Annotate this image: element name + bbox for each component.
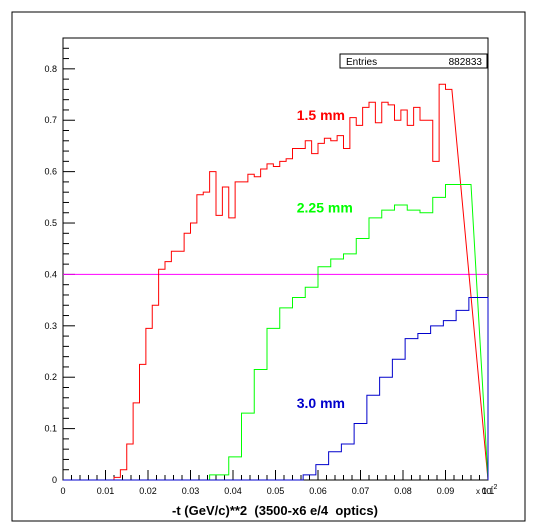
y-tick-label: 0.5 (44, 218, 57, 228)
x-tick-label: 0.06 (309, 486, 327, 496)
x-tick-label: 0.05 (267, 486, 285, 496)
text-layer: Entries 882833 -t (GeV/c)**2 (3500-x6 e/… (172, 53, 497, 518)
y-tick-label: 0.8 (44, 64, 57, 74)
y-tick-label: 0.7 (44, 115, 57, 125)
x-tick-label: 0 (60, 486, 65, 496)
y-tick-label: 0 (52, 475, 57, 485)
stats-entries-value: 882833 (449, 57, 483, 68)
series-label-1: 1.5 mm (297, 107, 345, 123)
canvas-border (11, 11, 526, 522)
x-axis-multiplier: x 10-2 (476, 484, 497, 496)
x-tick-label: 0.02 (139, 486, 157, 496)
series-label-3: 3.0 mm (297, 395, 345, 411)
x-axis-multiplier-exp: -2 (491, 484, 497, 491)
plot-frame (62, 37, 489, 481)
y-tick-label: 0.1 (44, 424, 57, 434)
x-tick-label: 0.04 (224, 486, 242, 496)
plot-area (62, 37, 489, 481)
series-layer (63, 83, 489, 481)
x-axis-label: -t (GeV/c)**2 (3500-x6 e/4 optics) (172, 503, 378, 518)
y-tick-label: 0.4 (44, 269, 57, 279)
y-tick-label: 0.3 (44, 321, 57, 331)
x-tick-label: 0.09 (437, 486, 455, 496)
axis-ticks: 0 0.01 0.02 0.03 0.04 0.05 0.06 0.07 0.08 0.09 0.1… (44, 47, 495, 496)
series-1-histogram (63, 83, 489, 481)
y-tick-label: 0.6 (44, 167, 57, 177)
x-tick-label: 0.07 (352, 486, 370, 496)
series-2-histogram (63, 183, 489, 481)
y-tick-label: 0.2 (44, 372, 57, 382)
series-3-histogram (63, 297, 489, 481)
x-tick-label: 0.03 (182, 486, 200, 496)
x-tick-label: 0.1 (482, 486, 495, 496)
x-tick-label: 0.01 (97, 486, 115, 496)
series-label-2: 2.25 mm (297, 200, 353, 216)
stats-entries-label: Entries (346, 57, 377, 68)
x-tick-label: 0.08 (394, 486, 412, 496)
x-axis-multiplier-base: x 10 (476, 487, 492, 496)
